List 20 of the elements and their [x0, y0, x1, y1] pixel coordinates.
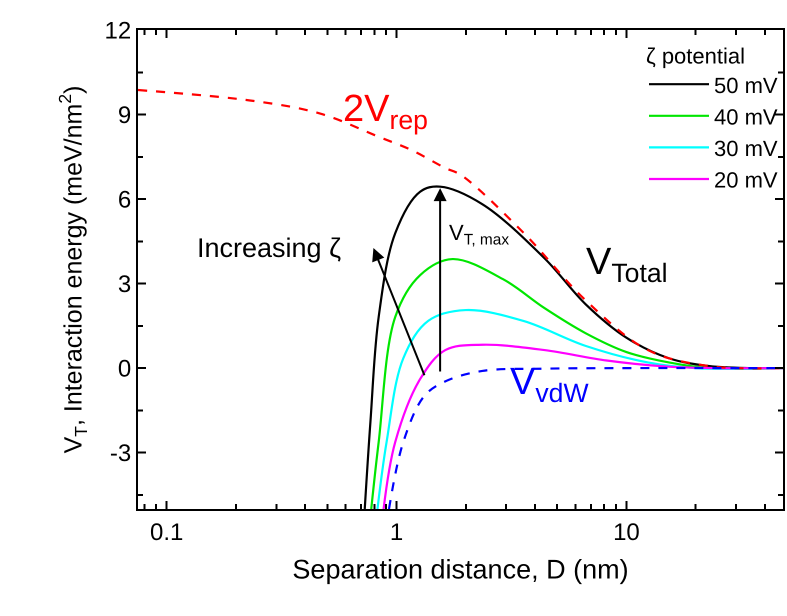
y-tick-label: 0 [118, 356, 132, 383]
legend-label: 20 mV [714, 168, 778, 193]
x-axis-title: Separation distance, D (nm) [292, 554, 629, 585]
legend-title: ζ potential [646, 43, 745, 68]
annotation: V$_{Total}$ [586, 241, 668, 288]
y-tick-label: 12 [104, 17, 132, 44]
legend-label: 30 mV [714, 136, 778, 161]
annotation: V$_{vdW}$ [510, 361, 590, 408]
legend-label: 40 mV [714, 104, 778, 130]
x-tick-label: 0.1 [150, 518, 184, 546]
annotation: V$_{T, max}$ [449, 220, 510, 249]
y-tick-label: 6 [118, 186, 132, 214]
legend-label: 50 mV [714, 72, 778, 98]
y-tick-label: 9 [118, 102, 132, 129]
x-tick-label: 1 [390, 518, 404, 546]
annotation: 2V$_{rep}$ [343, 88, 428, 135]
annotation: Increasing ζ [197, 233, 342, 263]
x-tick-label: 10 [613, 518, 640, 546]
y-tick-label: -3 [110, 440, 132, 468]
y-tick-label: 3 [118, 270, 132, 298]
